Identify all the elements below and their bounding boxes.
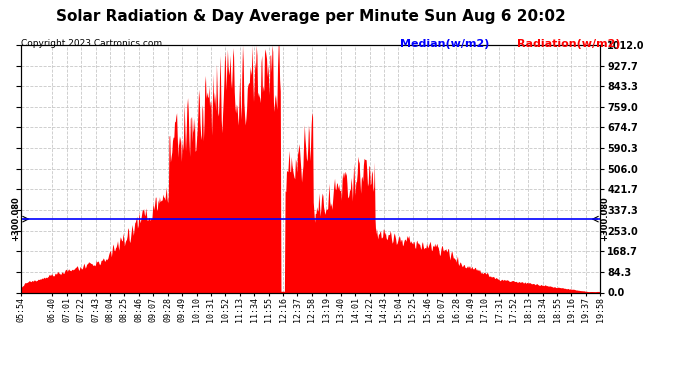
Text: Solar Radiation & Day Average per Minute Sun Aug 6 20:02: Solar Radiation & Day Average per Minute… (56, 9, 565, 24)
Text: Median(w/m2): Median(w/m2) (400, 39, 490, 50)
Text: +300.080: +300.080 (600, 197, 609, 242)
Text: Copyright 2023 Cartronics.com: Copyright 2023 Cartronics.com (21, 39, 162, 48)
Text: +300.080: +300.080 (11, 197, 20, 242)
Text: Radiation(w/m2): Radiation(w/m2) (518, 39, 621, 50)
